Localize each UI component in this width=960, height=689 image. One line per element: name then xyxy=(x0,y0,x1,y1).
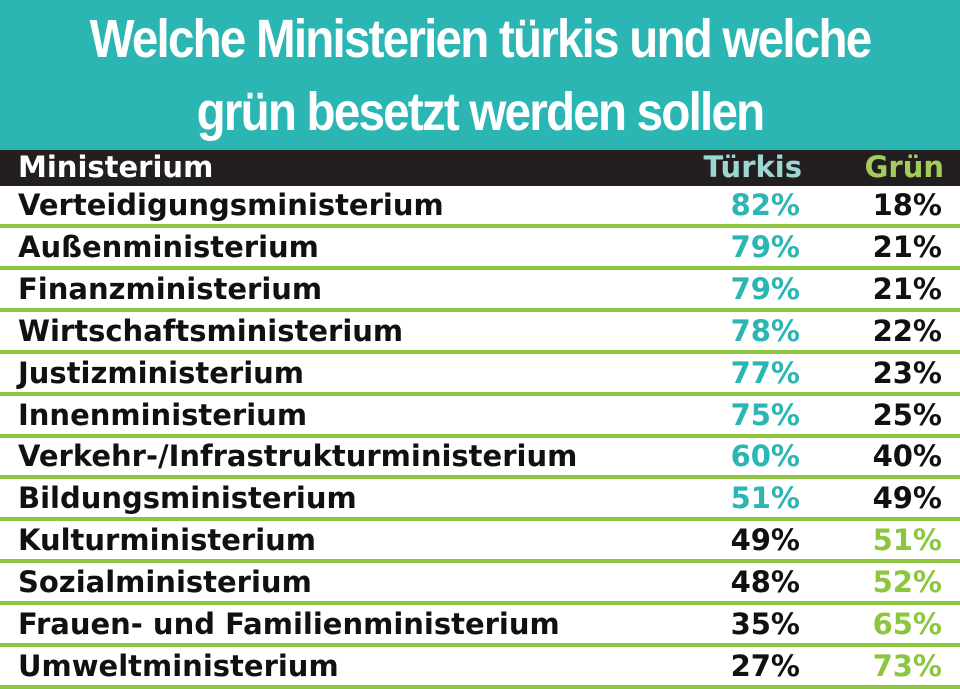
gruen-share: 49% xyxy=(872,481,942,516)
gruen-share: 23% xyxy=(872,355,942,390)
ministry-label: Finanzministerium xyxy=(18,271,323,306)
column-header-tuerkis: Türkis xyxy=(703,150,802,184)
gruen-share: 65% xyxy=(872,607,942,641)
tuerkis-share: 49% xyxy=(730,523,800,558)
table-row: Finanzministerium 79% 21% xyxy=(0,270,960,312)
tuerkis-share: 79% xyxy=(730,229,800,264)
ministry-label: Innenministerium xyxy=(18,397,308,432)
table-row: Justizministerium 77% 23% xyxy=(0,354,960,396)
gruen-share: 21% xyxy=(872,229,942,264)
gruen-share: 40% xyxy=(872,439,942,474)
ministry-label: Wirtschaftsministerium xyxy=(18,313,404,348)
tuerkis-share: 60% xyxy=(730,439,800,474)
ministry-label: Umweltministerium xyxy=(18,648,339,683)
title-line-2: grün besetzt werden sollen xyxy=(196,82,766,142)
table-row: Verteidigungsministerium 82% 18% xyxy=(0,186,960,228)
ministry-label: Verkehr-/Infrastrukturministerium xyxy=(18,439,578,474)
tuerkis-share: 82% xyxy=(730,188,800,222)
title-line-1: Welche Ministerien türkis und welche xyxy=(89,9,873,69)
column-header-ministerium: Ministerium xyxy=(18,150,214,184)
column-header-gruen: Grün xyxy=(864,150,944,184)
ministry-label: Justizministerium xyxy=(18,355,305,390)
table-row: Kulturministerium 49% 51% xyxy=(0,521,960,564)
tuerkis-share: 77% xyxy=(730,355,800,390)
tuerkis-share: 78% xyxy=(730,313,800,348)
gruen-share: 21% xyxy=(872,271,942,306)
table-row: Sozialministerium 48% 52% xyxy=(0,563,960,606)
data-table-body: Verteidigungsministerium 82% 18% Außenminis… xyxy=(0,186,960,689)
tuerkis-share: 51% xyxy=(730,481,800,516)
gruen-share: 22% xyxy=(872,313,942,348)
ministry-label: Außenministerium xyxy=(18,229,319,264)
ministry-label: Verteidigungsministerium xyxy=(18,188,444,222)
title-banner: Welche Ministerien türkis und welche grü… xyxy=(0,0,960,150)
gruen-share: 51% xyxy=(872,523,942,558)
table-row: Wirtschaftsministerium 78% 22% xyxy=(0,312,960,354)
tuerkis-share: 27% xyxy=(730,648,800,683)
ministry-label: Bildungsministerium xyxy=(18,481,357,516)
gruen-share: 18% xyxy=(872,188,942,222)
ministry-label: Kulturministerium xyxy=(18,523,317,558)
tuerkis-share: 79% xyxy=(730,271,800,306)
ministry-label: Sozialministerium xyxy=(18,565,312,600)
gruen-share: 73% xyxy=(872,648,942,683)
gruen-share: 25% xyxy=(872,397,942,432)
table-row: Frauen- und Familienministerium 35% 65% xyxy=(0,605,960,647)
tuerkis-share: 35% xyxy=(730,607,800,641)
column-header-row: Ministerium Türkis Grün xyxy=(0,150,960,186)
ministry-label: Frauen- und Familienministerium xyxy=(18,607,560,641)
tuerkis-share: 75% xyxy=(730,397,800,432)
table-row: Außenministerium 79% 21% xyxy=(0,228,960,270)
tuerkis-share: 48% xyxy=(730,565,800,600)
table-row: Bildungsministerium 51% 49% xyxy=(0,479,960,522)
table-row: Innenministerium 75% 25% xyxy=(0,396,960,438)
table-row: Umweltministerium 27% 73% xyxy=(0,647,960,689)
gruen-share: 52% xyxy=(872,565,942,600)
table-row: Verkehr-/Infrastrukturministerium 60% 40% xyxy=(0,437,960,480)
